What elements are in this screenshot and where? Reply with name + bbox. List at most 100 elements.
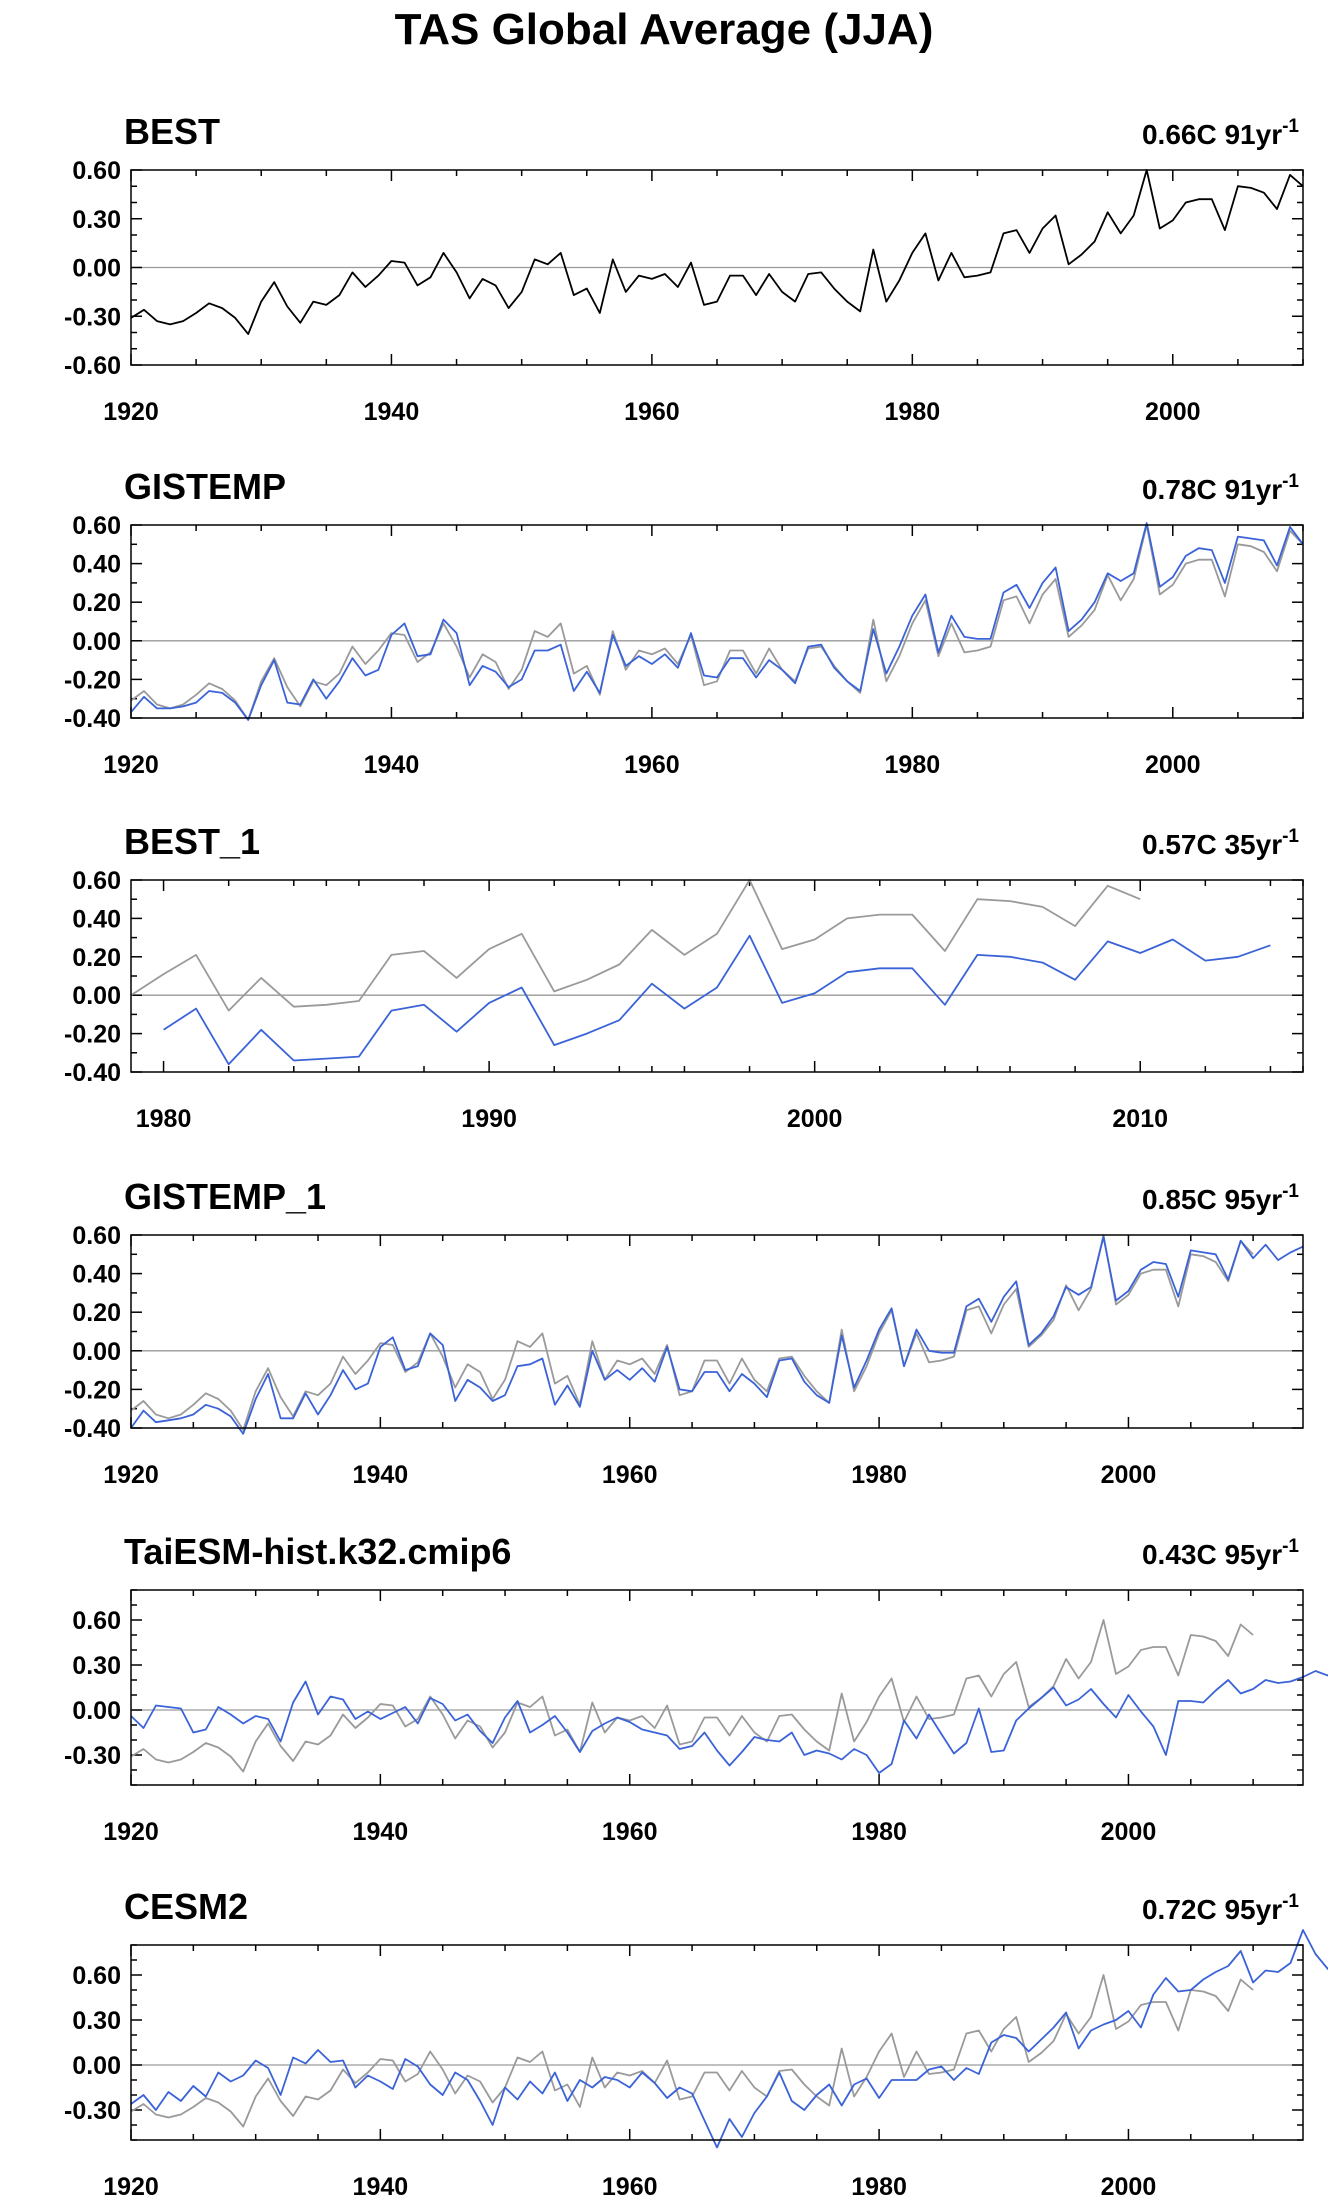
trend-value: 0.66C 91yr	[1142, 119, 1282, 150]
y-tick-label: 0.30	[72, 2007, 121, 2035]
panel-title: GISTEMP	[124, 466, 286, 507]
plot-frame	[130, 1944, 1304, 2141]
y-tick-label: 0.40	[72, 551, 121, 579]
panels: BEST 0.66C 91yr-1-0.60-0.300.000.300.6019…	[64, 111, 1328, 2201]
series-line-1	[130, 1974, 1254, 2128]
x-tick-label: 2000	[1145, 398, 1201, 426]
y-tick-label: -0.30	[64, 303, 121, 331]
x-tick-label: 1940	[353, 2173, 409, 2201]
trend-value: 0.72C 95yr	[1142, 1894, 1282, 1925]
x-tick-label: 1940	[364, 398, 420, 426]
y-tick-label: 0.20	[72, 944, 121, 972]
series-line-2	[130, 1929, 1328, 2149]
x-tick-label: 1990	[461, 1105, 517, 1133]
y-tick-label: 0.20	[72, 589, 121, 617]
x-tick-label: 1960	[602, 1818, 658, 1846]
y-tick-label: 0.30	[72, 1652, 121, 1680]
x-tick-label: 1920	[103, 398, 159, 426]
y-tick-label: -0.30	[64, 2097, 121, 2125]
y-tick-label: 0.40	[72, 905, 121, 933]
panel: BEST_1 0.57C 35yr-1 -0.40 -0.20 0.00 0.20 0.40…	[64, 821, 1304, 1133]
y-tick-label: -0.30	[64, 1742, 121, 1770]
panel: BEST 0.66C 91yr-1 -0.60 -0.30 0.00 0.30 0.60 19…	[64, 111, 1304, 426]
panel-title: TaiESM-hist.k32.cmip6	[124, 1531, 511, 1572]
series-line-1	[130, 879, 1141, 1012]
y-tick-label: 0.60	[72, 157, 121, 185]
x-tick-label: 2000	[1101, 1818, 1157, 1846]
series-line-2	[130, 522, 1304, 721]
y-tick-label: -0.40	[64, 1059, 121, 1087]
x-tick-label: 2000	[1101, 1461, 1157, 1489]
y-tick-label: 0.20	[72, 1299, 121, 1327]
y-tick-label: 0.00	[72, 2052, 121, 2080]
y-tick-label: 0.30	[72, 206, 121, 234]
y-tick-label: -0.60	[64, 352, 121, 380]
plot-frame	[130, 1234, 1304, 1429]
x-tick-label: 1980	[136, 1105, 192, 1133]
trend-exponent: -1	[1282, 1181, 1299, 1202]
panel-title: GISTEMP_1	[124, 1176, 326, 1217]
plot-frame	[130, 1589, 1304, 1786]
series-line-2	[163, 934, 1271, 1066]
panel: CESM2 0.72C 95yr-1 -0.30 0.00 0.30 0.60 1920 19…	[64, 1886, 1328, 2201]
panel-trend-label: 0.78C 91yr-1	[1142, 471, 1299, 505]
y-tick-label: 0.00	[72, 1697, 121, 1725]
panel-title: BEST_1	[124, 821, 260, 862]
panel-trend-label: 0.72C 95yr-1	[1142, 1891, 1299, 1925]
trend-exponent: -1	[1282, 826, 1299, 847]
trend-exponent: -1	[1282, 1891, 1299, 1912]
x-tick-label: 1920	[103, 2173, 159, 2201]
y-tick-label: 0.00	[72, 628, 121, 656]
panel-trend-label: 0.66C 91yr-1	[1142, 116, 1299, 150]
panel-trend-label: 0.43C 95yr-1	[1142, 1536, 1299, 1570]
x-tick-label: 1940	[364, 751, 420, 779]
y-tick-label: -0.40	[64, 705, 121, 733]
x-tick-label: 1920	[103, 751, 159, 779]
trend-exponent: -1	[1282, 1536, 1299, 1557]
x-tick-label: 1940	[353, 1818, 409, 1846]
x-tick-label: 1980	[885, 398, 941, 426]
x-tick-label: 2010	[1112, 1105, 1168, 1133]
series-line-1	[130, 1234, 1254, 1431]
y-tick-label: 0.00	[72, 255, 121, 283]
series-line-2	[130, 1670, 1328, 1774]
plot-frame	[130, 879, 1304, 1073]
panel-title: BEST	[124, 111, 220, 152]
y-tick-label: 0.00	[72, 1338, 121, 1366]
figure-title: TAS Global Average (JJA)	[395, 5, 934, 54]
trend-value: 0.78C 91yr	[1142, 474, 1282, 505]
y-tick-label: -0.20	[64, 666, 121, 694]
y-tick-label: -0.20	[64, 1376, 121, 1404]
trend-exponent: -1	[1282, 116, 1299, 137]
x-tick-label: 1980	[851, 1818, 907, 1846]
y-tick-label: -0.40	[64, 1415, 121, 1443]
y-tick-label: 0.60	[72, 867, 121, 895]
x-tick-label: 2000	[787, 1105, 843, 1133]
y-tick-label: 0.40	[72, 1261, 121, 1289]
series-line-1	[130, 1619, 1254, 1773]
x-tick-label: 2000	[1101, 2173, 1157, 2201]
x-tick-label: 1920	[103, 1818, 159, 1846]
x-tick-label: 1940	[353, 1461, 409, 1489]
y-tick-label: 0.60	[72, 1607, 121, 1635]
x-tick-label: 1980	[885, 751, 941, 779]
x-tick-label: 2000	[1145, 751, 1201, 779]
x-tick-label: 1960	[602, 2173, 658, 2201]
trend-exponent: -1	[1282, 471, 1299, 492]
x-tick-label: 1960	[624, 398, 680, 426]
x-tick-label: 1920	[103, 1461, 159, 1489]
trend-value: 0.57C 35yr	[1142, 829, 1282, 860]
panel-trend-label: 0.85C 95yr-1	[1142, 1181, 1299, 1215]
panel: GISTEMP_1 0.85C 95yr-1 -0.40 -0.20 0.00 0.20 0…	[64, 1176, 1304, 1489]
y-tick-label: 0.60	[72, 1962, 121, 1990]
panel: GISTEMP 0.78C 91yr-1 -0.40 -0.20 0.00 0.20 0.4…	[64, 466, 1304, 779]
trend-value: 0.43C 95yr	[1142, 1539, 1282, 1570]
plot-frame	[130, 169, 1304, 366]
panel: TaiESM-hist.k32.cmip6 0.43C 95yr-1 -0.30 0.…	[64, 1531, 1328, 1846]
series-line-1	[130, 169, 1304, 336]
panel-trend-label: 0.57C 35yr-1	[1142, 826, 1299, 860]
series-line-2	[130, 1236, 1304, 1435]
trend-value: 0.85C 95yr	[1142, 1184, 1282, 1215]
plot-frame	[130, 524, 1304, 719]
